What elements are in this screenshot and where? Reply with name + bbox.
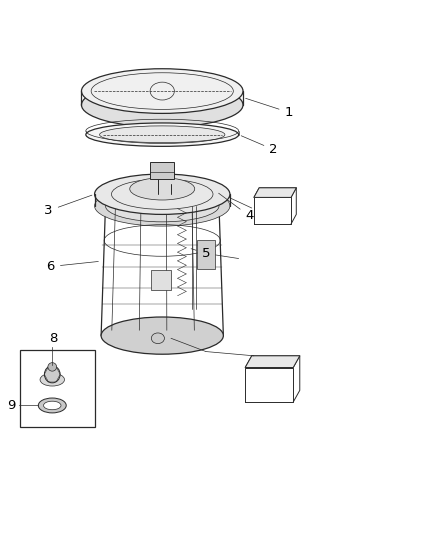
Text: 5: 5 bbox=[191, 247, 210, 260]
Ellipse shape bbox=[40, 373, 64, 386]
Text: 3: 3 bbox=[44, 195, 92, 217]
Bar bbox=[20, 350, 95, 427]
Text: 2: 2 bbox=[241, 136, 278, 156]
Bar bbox=[150, 163, 174, 179]
Ellipse shape bbox=[130, 178, 195, 200]
Bar bbox=[197, 240, 215, 269]
Text: 6: 6 bbox=[46, 260, 99, 273]
Ellipse shape bbox=[48, 362, 57, 371]
Polygon shape bbox=[245, 356, 300, 368]
Text: 8: 8 bbox=[49, 332, 57, 345]
Ellipse shape bbox=[106, 190, 219, 222]
Ellipse shape bbox=[81, 83, 243, 127]
Ellipse shape bbox=[86, 123, 239, 147]
Ellipse shape bbox=[95, 185, 230, 226]
Bar bbox=[151, 270, 171, 290]
Ellipse shape bbox=[43, 401, 61, 410]
Ellipse shape bbox=[95, 174, 230, 214]
Ellipse shape bbox=[44, 366, 60, 383]
Ellipse shape bbox=[99, 126, 225, 143]
Text: 1: 1 bbox=[246, 98, 293, 119]
Text: 9: 9 bbox=[7, 399, 16, 412]
Polygon shape bbox=[254, 188, 296, 197]
Text: 4: 4 bbox=[219, 193, 254, 222]
Ellipse shape bbox=[151, 333, 164, 344]
Ellipse shape bbox=[38, 398, 66, 413]
Ellipse shape bbox=[101, 317, 223, 354]
Ellipse shape bbox=[81, 69, 243, 114]
